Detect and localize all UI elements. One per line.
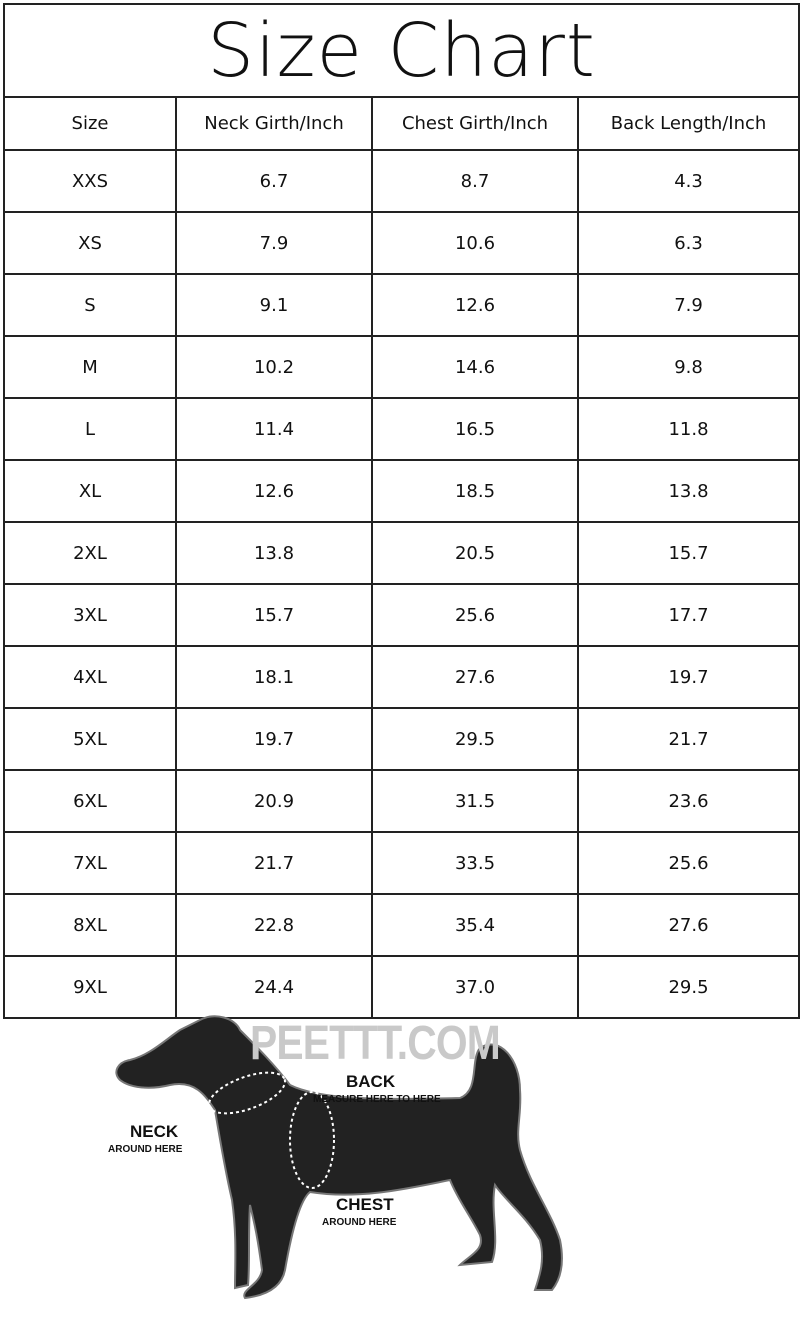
table-cell: 35.4	[371, 893, 579, 957]
table-row: 4XL 18.1 27.6 19.7	[3, 645, 800, 709]
table-cell: 22.8	[175, 893, 373, 957]
table-cell: 7XL	[3, 831, 177, 895]
dog-silhouette-icon	[115, 1015, 563, 1300]
table-cell: 5XL	[3, 707, 177, 771]
table-row: 7XL 21.7 33.5 25.6	[3, 831, 800, 895]
table-cell: 4.3	[576, 149, 800, 213]
table-cell: 19.7	[576, 645, 800, 709]
table-cell: 9.8	[576, 335, 800, 399]
table-cell: 10.6	[371, 211, 579, 275]
table-cell: 15.7	[175, 583, 373, 647]
table-row: 9XL 24.4 37.0 29.5	[3, 955, 800, 1019]
table-row: 6XL 20.9 31.5 23.6	[3, 769, 800, 833]
table-cell: 25.6	[576, 831, 800, 895]
table-cell: XS	[3, 211, 177, 275]
table-row: XS 7.9 10.6 6.3	[3, 211, 800, 275]
table-cell: 2XL	[3, 521, 177, 585]
table-cell: 7.9	[576, 273, 800, 337]
table-cell: 17.7	[576, 583, 800, 647]
table-cell: 15.7	[576, 521, 800, 585]
table-cell: 27.6	[576, 893, 800, 957]
table-cell: 16.5	[371, 397, 579, 461]
table-cell: 12.6	[371, 273, 579, 337]
table-cell: 13.8	[576, 459, 800, 523]
table-cell: 6.7	[175, 149, 373, 213]
table-cell: XL	[3, 459, 177, 523]
table-row: 3XL 15.7 25.6 17.7	[3, 583, 800, 647]
table-cell: 29.5	[576, 955, 800, 1019]
table-cell: XXS	[3, 149, 177, 213]
table-cell: 12.6	[175, 459, 373, 523]
column-header: Chest Girth/Inch	[371, 96, 579, 151]
table-cell: 25.6	[371, 583, 579, 647]
table-cell: 37.0	[371, 955, 579, 1019]
table-cell: 33.5	[371, 831, 579, 895]
table-cell: 21.7	[576, 707, 800, 771]
table-row: XL 12.6 18.5 13.8	[3, 459, 800, 523]
table-cell: 21.7	[175, 831, 373, 895]
table-cell: 20.9	[175, 769, 373, 833]
table-cell: S	[3, 273, 177, 337]
table-row: L 11.4 16.5 11.8	[3, 397, 800, 461]
neck-sublabel: AROUND HERE	[108, 1144, 183, 1155]
table-row: M 10.2 14.6 9.8	[3, 335, 800, 399]
table-cell: 11.4	[175, 397, 373, 461]
table-cell: 9.1	[175, 273, 373, 337]
chest-label: CHEST	[336, 1195, 394, 1214]
table-cell: 6.3	[576, 211, 800, 275]
table-row: 2XL 13.8 20.5 15.7	[3, 521, 800, 585]
table-cell: L	[3, 397, 177, 461]
table-cell: 20.5	[371, 521, 579, 585]
table-cell: 11.8	[576, 397, 800, 461]
column-header: Back Length/Inch	[576, 96, 800, 151]
table-cell: 14.6	[371, 335, 579, 399]
table-cell: 27.6	[371, 645, 579, 709]
table-cell: 18.5	[371, 459, 579, 523]
table-cell: 24.4	[175, 955, 373, 1019]
column-header: Neck Girth/Inch	[175, 96, 373, 151]
table-cell: 13.8	[175, 521, 373, 585]
table-cell: 18.1	[175, 645, 373, 709]
table-row: XXS 6.7 8.7 4.3	[3, 149, 800, 213]
table-cell: 29.5	[371, 707, 579, 771]
table-cell: 10.2	[175, 335, 373, 399]
watermark: PEETTT.COM	[250, 1017, 501, 1070]
back-label: BACK	[346, 1072, 396, 1091]
table-cell: 19.7	[175, 707, 373, 771]
table-cell: 31.5	[371, 769, 579, 833]
column-header: Size	[3, 96, 177, 151]
table-cell: 8XL	[3, 893, 177, 957]
table-row: 5XL 19.7 29.5 21.7	[3, 707, 800, 771]
table-cell: 7.9	[175, 211, 373, 275]
size-chart-table: Size Chart Size Neck Girth/Inch Chest Girt…	[2, 3, 800, 1019]
table-cell: 23.6	[576, 769, 800, 833]
table-cell: 6XL	[3, 769, 177, 833]
back-sublabel: MEASURE HERE TO HERE	[313, 1094, 441, 1105]
table-row: 8XL 22.8 35.4 27.6	[3, 893, 800, 957]
table-cell: 9XL	[3, 955, 177, 1019]
table-cell: M	[3, 335, 177, 399]
table-cell: 8.7	[371, 149, 579, 213]
chest-sublabel: AROUND HERE	[322, 1217, 397, 1228]
table-cell: 3XL	[3, 583, 177, 647]
neck-label: NECK	[130, 1122, 179, 1141]
table-cell: 4XL	[3, 645, 177, 709]
table-row: S 9.1 12.6 7.9	[3, 273, 800, 337]
chart-title: Size Chart	[2, 3, 800, 98]
